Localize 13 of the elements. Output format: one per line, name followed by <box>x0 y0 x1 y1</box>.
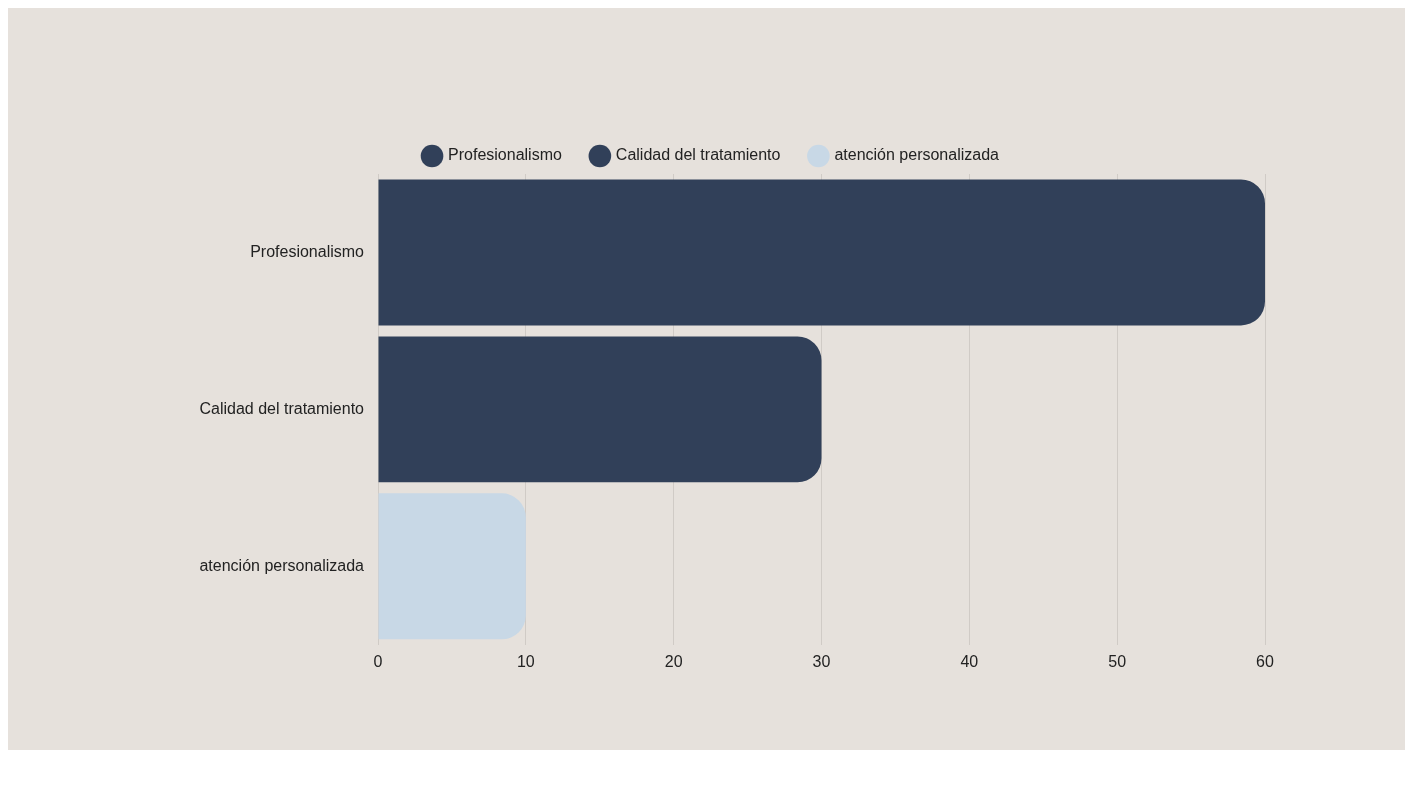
y-tick-label: Profesionalismo <box>250 242 365 260</box>
x-tick-label: 40 <box>960 652 979 670</box>
y-tick-label: Calidad del tratamiento <box>199 399 365 417</box>
legend-label: atención personalizada <box>834 146 1000 164</box>
x-tick-label: 20 <box>664 652 683 670</box>
x-tick-label: 30 <box>812 652 831 670</box>
x-tick-label: 50 <box>1108 652 1127 670</box>
x-tick-label: 60 <box>1256 652 1274 670</box>
legend-label: Profesionalismo <box>448 146 562 164</box>
x-tick-label: 10 <box>516 652 535 670</box>
y-tick-label: atención personalizada <box>199 556 365 574</box>
x-tick-label: 0 <box>373 652 383 670</box>
legend-label: Calidad del tratamiento <box>615 146 781 164</box>
